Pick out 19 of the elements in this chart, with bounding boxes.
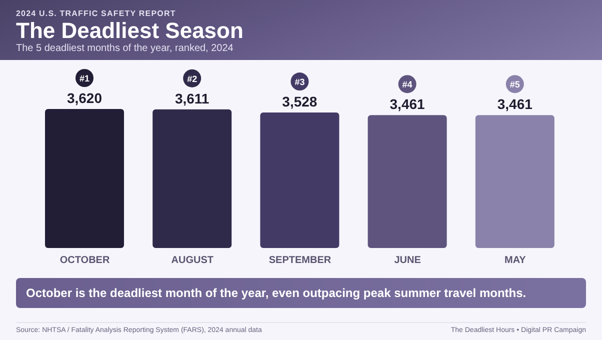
chart-subtitle: The 5 deadliest months of the year, ranked, 2024 [16, 43, 234, 54]
x-tick-label: AUGUST [171, 255, 214, 266]
data-label: 3,528 [282, 94, 318, 110]
x-tick-label: OCTOBER [60, 255, 110, 266]
rank-badge: #3 [290, 72, 309, 91]
text: October is the deadliest month of the year, even outpacing peak summer travel months. [16, 278, 586, 308]
chart-title: The Deadliest Season [16, 18, 244, 44]
rank-badge: #1 [76, 69, 94, 87]
text: 2024 U.S. TRAFFIC SAFETY REPORT [16, 9, 176, 18]
x-tick-label: MAY [504, 255, 526, 266]
data-label: 3,620 [66, 90, 102, 106]
data-label: 3,611 [174, 90, 210, 106]
rank-badge: #2 [183, 69, 202, 88]
x-tick-label: SEPTEMBER [268, 255, 332, 266]
data-label: 3,461 [390, 96, 426, 112]
x-tick-label: JUNE [394, 255, 422, 266]
data-label: 3,461 [497, 96, 533, 112]
rank-badge: #5 [506, 75, 524, 94]
rank-badge: #4 [398, 75, 416, 94]
